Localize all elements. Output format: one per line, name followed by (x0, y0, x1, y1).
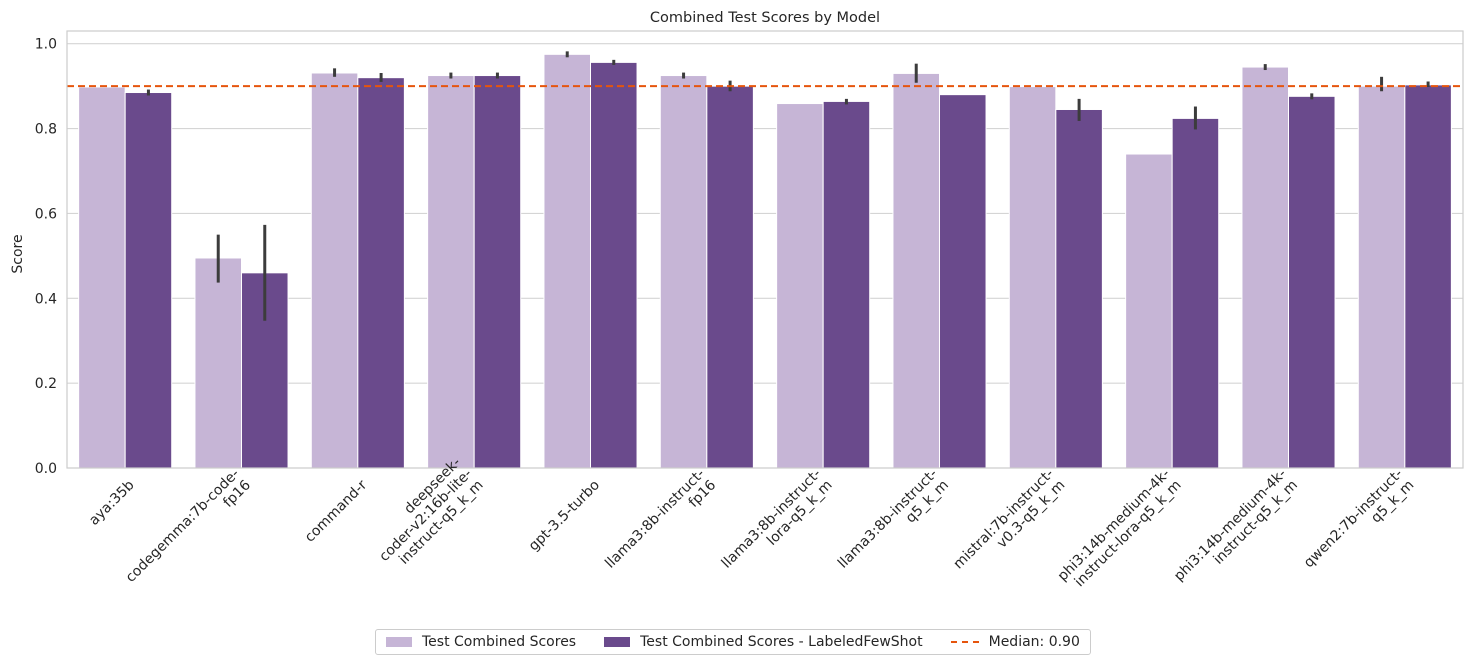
bar-labeled-fewshot (706, 85, 754, 469)
x-tick-text: llama3:8b-instruct-fp16 (602, 466, 719, 583)
y-tick-label: 0.2 (35, 376, 57, 392)
bar-test-combined (892, 72, 941, 469)
x-tick-line: phi3:14b-medium-4k- (1171, 466, 1290, 585)
legend-item-median: Median: 0.90 (950, 634, 1080, 650)
x-tick-text: mistral:7b-instruct-v0.3-q5_k_m (951, 466, 1069, 584)
x-tick-label: codegemma:7b-code-fp16 (123, 466, 254, 597)
x-tick-text: llama3:8b-instruct-lora-q5_k_m (719, 466, 836, 583)
legend: Test Combined Scores Test Combined Score… (375, 629, 1091, 655)
x-tick-text: gpt-3.5-turbo (526, 477, 603, 554)
x-tick-text: aya:35b (86, 477, 138, 529)
x-tick-line: phi3:14b-medium-4k- (1055, 466, 1174, 585)
x-tick-label: gpt-3.5-turbo (526, 477, 603, 554)
bar-labeled-fewshot (1404, 84, 1452, 469)
x-tick-line: llama3:8b-instruct- (602, 466, 708, 572)
x-tick-line: mistral:7b-instruct- (951, 466, 1057, 572)
y-tick-label: 0.8 (35, 122, 57, 138)
x-tick-label: phi3:14b-medium-4k-instruct-lora-q5_k_m (1055, 466, 1185, 596)
bar-test-combined (1357, 85, 1406, 469)
legend-swatch-test-combined (386, 637, 412, 647)
bar-test-combined (194, 257, 242, 469)
x-tick-text: command-r (302, 477, 371, 546)
x-tick-line: command-r (302, 477, 371, 546)
x-tick-text: codegemma:7b-code-fp16 (123, 466, 254, 597)
bar-labeled-fewshot (939, 94, 987, 469)
x-tick-text: deepseek-coder-v2:16b-lite-instruct-q5_k… (365, 455, 487, 577)
legend-item-labeled-fewshot: Test Combined Scores - LabeledFewShot (604, 634, 923, 650)
x-tick-line: qwen2:7b-instruct- (1301, 466, 1406, 571)
x-tick-line: instruct-lora-q5_k_m (1072, 477, 1185, 590)
y-tick-label: 0.0 (35, 461, 57, 477)
bar-labeled-fewshot (822, 100, 871, 469)
bar-labeled-fewshot (473, 75, 522, 469)
bar-labeled-fewshot (1288, 95, 1336, 469)
chart-title: Combined Test Scores by Model (650, 10, 880, 26)
x-tick-line: llama3:8b-instruct- (719, 466, 825, 572)
legend-swatch-labeled-fewshot (604, 637, 631, 647)
x-tick-label: mistral:7b-instruct-v0.3-q5_k_m (951, 466, 1069, 584)
x-tick-text: llama3:8b-instruct-q5_k_m (835, 466, 952, 583)
bar-test-combined (78, 86, 126, 469)
x-tick-label: qwen2:7b-instruct-q5_k_m (1301, 466, 1417, 582)
bar-labeled-fewshot (1055, 108, 1103, 469)
x-tick-text: phi3:14b-medium-4k-instruct-lora-q5_k_m (1055, 466, 1185, 596)
legend-label-median: Median: 0.90 (988, 634, 1080, 650)
x-tick-line: gpt-3.5-turbo (526, 477, 603, 554)
x-tick-line: llama3:8b-instruct- (835, 466, 941, 572)
x-tick-label: llama3:8b-instruct-lora-q5_k_m (719, 466, 836, 583)
legend-item-test-combined: Test Combined Scores (386, 634, 576, 650)
x-tick-label: deepseek-coder-v2:16b-lite-instruct-q5_k… (365, 455, 487, 577)
plot-frame (66, 30, 1464, 469)
legend-label-labeled-fewshot: Test Combined Scores - LabeledFewShot (640, 634, 923, 650)
bar-labeled-fewshot (1171, 117, 1220, 469)
legend-label-test-combined: Test Combined Scores (422, 634, 577, 650)
bar-test-combined (1241, 66, 1290, 469)
x-tick-text: phi3:14b-medium-4k-instruct-q5_k_m (1171, 466, 1301, 596)
bar-test-combined (543, 53, 592, 469)
bar-test-combined (427, 75, 475, 469)
error-bars (146, 51, 1430, 321)
y-axis-ticks: 0.0 0.2 0.4 0.6 0.8 1.0 (35, 37, 57, 477)
x-tick-line: codegemma:7b-code- (123, 466, 243, 586)
bar-test-combined (1008, 86, 1057, 469)
bar-test-combined (776, 103, 824, 469)
x-tick-label: phi3:14b-medium-4k-instruct-q5_k_m (1171, 466, 1301, 596)
x-tick-text: qwen2:7b-instruct-q5_k_m (1301, 466, 1417, 582)
x-tick-label: aya:35b (86, 477, 138, 529)
x-tick-label: llama3:8b-instruct-fp16 (602, 466, 719, 583)
x-tick-line: aya:35b (86, 477, 138, 529)
bar-test-combined (310, 72, 359, 469)
bar-labeled-fewshot (357, 77, 405, 469)
legend-median-line-icon (950, 641, 979, 643)
bar-labeled-fewshot (124, 92, 173, 469)
x-tick-label: command-r (302, 477, 371, 546)
bar-test-combined (659, 75, 708, 469)
y-tick-label: 0.4 (35, 291, 57, 307)
bar-test-combined (1125, 153, 1173, 469)
y-tick-label: 1.0 (35, 37, 57, 53)
y-axis-label: Score (10, 234, 26, 273)
x-tick-label: llama3:8b-instruct-q5_k_m (835, 466, 952, 583)
bar-labeled-fewshot (590, 61, 638, 469)
y-tick-label: 0.6 (35, 206, 57, 222)
bars (78, 53, 1452, 469)
